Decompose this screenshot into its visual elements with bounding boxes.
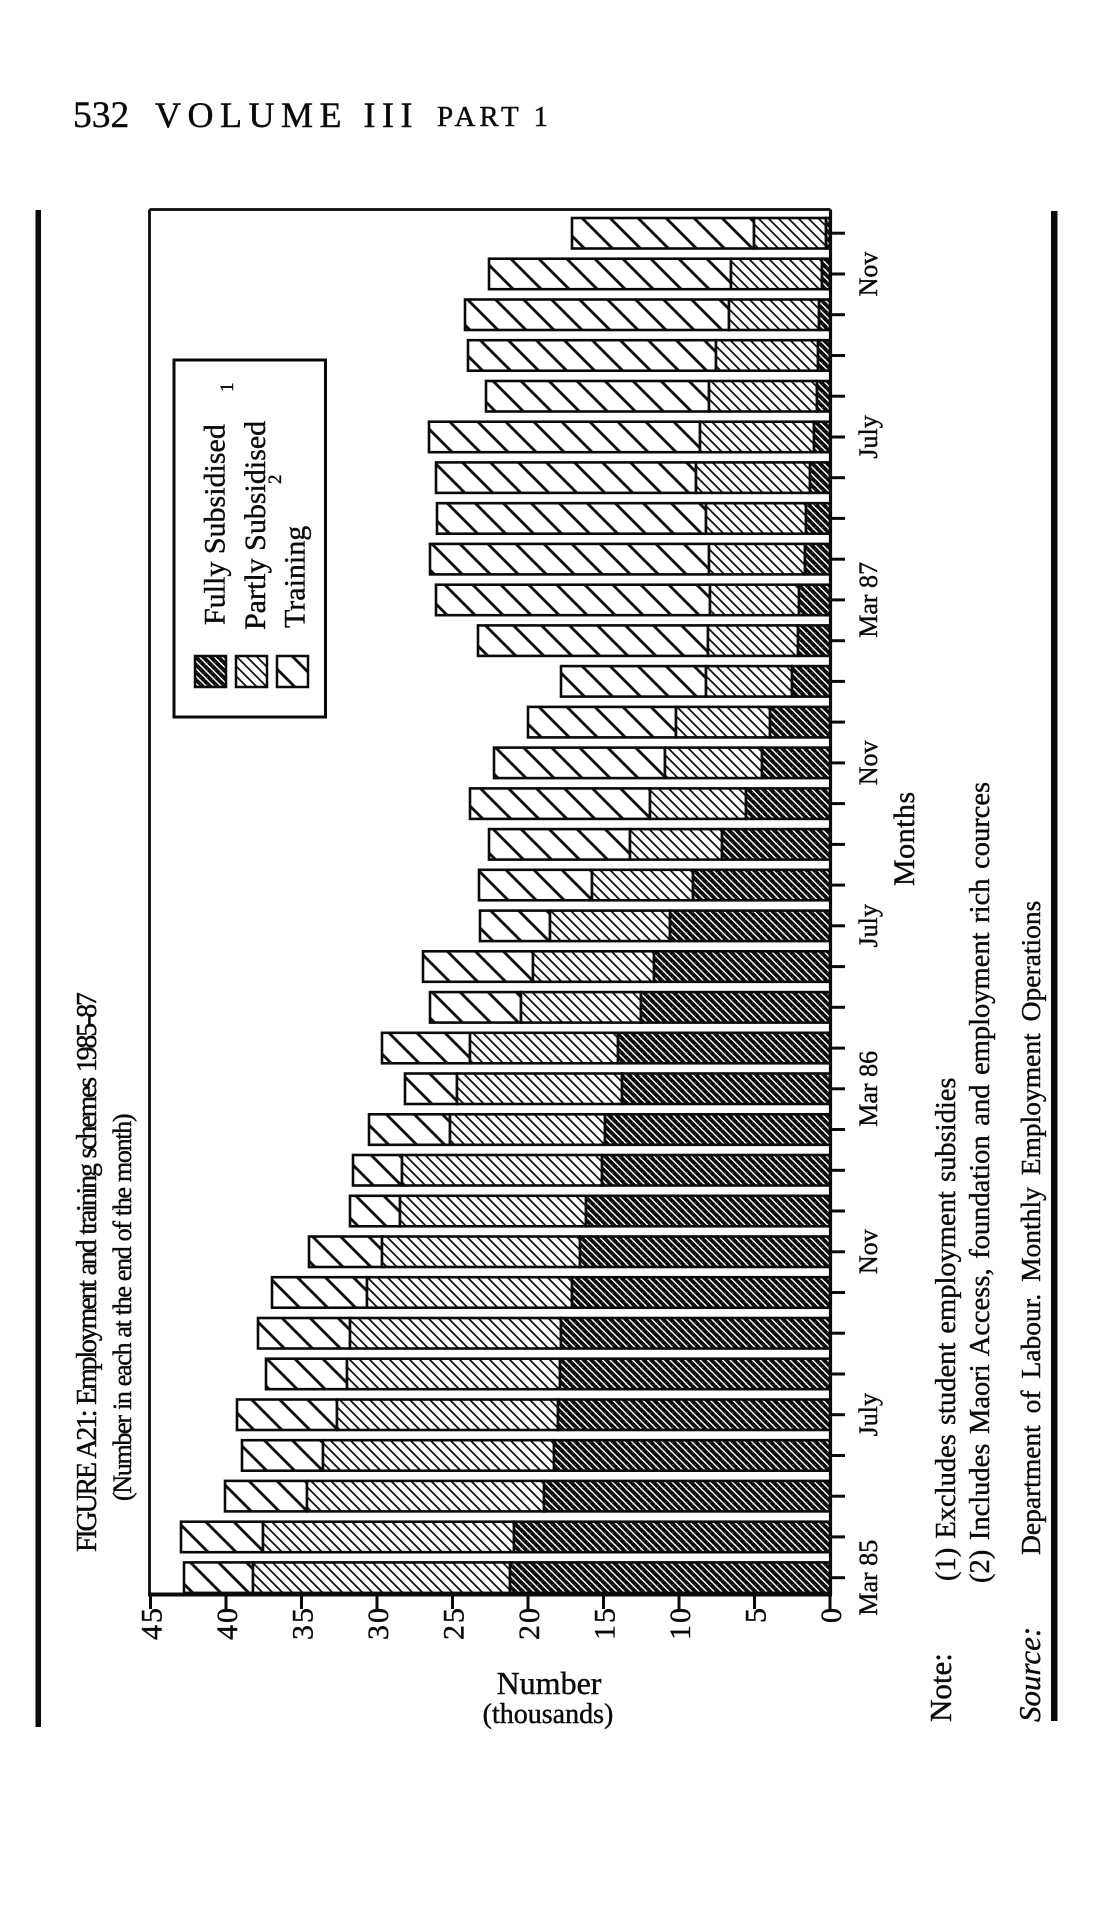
svg-text:Training: Training — [279, 526, 312, 628]
svg-text:0: 0 — [815, 1606, 848, 1623]
svg-text:1: 1 — [217, 383, 238, 393]
svg-text:(thousands): (thousands) — [483, 1699, 614, 1730]
svg-text:Source:: Source: — [1012, 1627, 1047, 1722]
svg-text:Number: Number — [497, 1665, 602, 1701]
svg-text:40: 40 — [211, 1606, 244, 1640]
svg-text:(2) Includes Maori Access, fou: (2) Includes Maori Access, foundation an… — [965, 782, 996, 1583]
svg-text:(Number in each at the end of: (Number in each at the end of the month) — [108, 1114, 137, 1501]
svg-text:Mar 85: Mar 85 — [854, 1540, 883, 1616]
svg-text:Department of Labour. Monthly: Department of Labour. Monthly Employment… — [1015, 901, 1046, 1555]
svg-text:Note:: Note: — [923, 1653, 958, 1722]
svg-text:PART 1: PART 1 — [437, 101, 552, 133]
svg-text:Nov: Nov — [854, 741, 883, 786]
svg-text:25: 25 — [438, 1606, 471, 1640]
svg-text:30: 30 — [362, 1606, 395, 1640]
svg-text:5: 5 — [740, 1606, 773, 1623]
svg-text:Nov: Nov — [854, 252, 883, 297]
svg-text:VOLUME III: VOLUME III — [155, 95, 419, 135]
svg-text:45: 45 — [136, 1606, 169, 1640]
svg-text:20: 20 — [513, 1606, 546, 1640]
svg-text:2: 2 — [265, 475, 286, 485]
svg-text:July: July — [854, 1393, 883, 1436]
svg-text:10: 10 — [664, 1606, 697, 1640]
svg-text:15: 15 — [589, 1606, 622, 1640]
svg-text:Partly Subsidised: Partly Subsidised — [239, 421, 272, 630]
svg-text:532: 532 — [73, 95, 129, 136]
svg-text:Mar 86: Mar 86 — [854, 1051, 883, 1127]
svg-text:FIGURE A21: Employment and tra: FIGURE A21: Employment and training sche… — [72, 992, 103, 1552]
svg-text:Fully Subsidised: Fully Subsidised — [199, 424, 232, 625]
svg-text:Months: Months — [888, 791, 921, 886]
svg-text:Nov: Nov — [854, 1229, 883, 1274]
svg-text:July: July — [854, 904, 883, 947]
svg-text:35: 35 — [287, 1606, 320, 1640]
svg-text:Mar 87: Mar 87 — [854, 562, 883, 638]
svg-text:(1) Excludes student employmen: (1) Excludes student employment subsidie… — [931, 1077, 962, 1581]
svg-text:July: July — [854, 415, 883, 458]
